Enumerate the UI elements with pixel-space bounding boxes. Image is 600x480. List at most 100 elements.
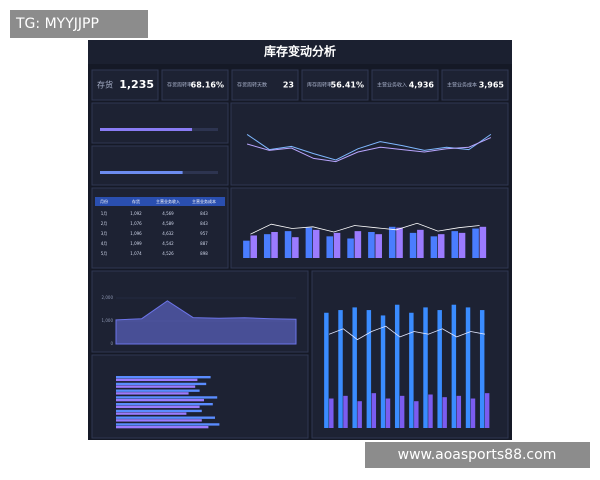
line — [246, 137, 492, 163]
bar — [116, 423, 220, 426]
bar — [458, 232, 466, 258]
bar — [116, 425, 209, 429]
table-header: 月份 — [100, 198, 108, 204]
bar — [116, 409, 202, 413]
kpi-card — [91, 69, 159, 101]
bar — [116, 385, 196, 388]
bar — [430, 236, 438, 258]
kpi-value: 3,965 — [479, 81, 505, 90]
kpi-card — [231, 69, 299, 101]
bar — [484, 393, 490, 428]
bar — [423, 307, 428, 428]
bar — [116, 419, 202, 422]
bar — [470, 398, 476, 428]
bar — [442, 397, 447, 428]
bar — [456, 395, 462, 428]
bar — [409, 232, 417, 258]
kpi-label: 存货周转天数 — [237, 82, 267, 89]
tag-box — [10, 10, 148, 38]
table-cell: 1,076 — [130, 221, 142, 226]
table-cell: 898 — [200, 251, 208, 256]
line — [246, 133, 492, 161]
table-header-bg — [95, 197, 225, 206]
bar — [116, 398, 204, 402]
bar — [116, 396, 218, 399]
table-cell: 3月 — [101, 231, 108, 236]
bar — [347, 238, 354, 258]
y-tick-label: 0 — [110, 341, 113, 346]
bar — [284, 231, 292, 258]
bar — [437, 310, 442, 428]
bar — [352, 307, 357, 428]
panel — [230, 102, 509, 186]
kpi-value: 1,235 — [119, 78, 154, 91]
bar — [343, 395, 348, 428]
bar — [479, 310, 485, 428]
kpi-value: 23 — [283, 81, 294, 90]
bar — [385, 398, 391, 428]
bar — [465, 307, 471, 428]
bar — [366, 310, 372, 428]
bar — [263, 234, 271, 258]
table-cell: 1,099 — [130, 241, 142, 246]
bar — [305, 227, 313, 258]
bar — [116, 416, 215, 419]
bar — [116, 376, 211, 379]
bar — [399, 395, 405, 428]
bar — [292, 237, 299, 258]
kpi-card — [371, 69, 439, 101]
kpi-card — [301, 69, 369, 101]
bar — [375, 234, 382, 258]
kpi-label: 存货 — [97, 80, 113, 90]
kpi-card — [441, 69, 509, 101]
bar — [116, 412, 187, 415]
bar — [409, 312, 414, 428]
bar — [271, 232, 278, 258]
bar — [250, 235, 257, 258]
bar — [451, 304, 457, 428]
bar — [414, 401, 419, 428]
bar — [116, 405, 200, 409]
bar — [368, 232, 375, 258]
table-cell: 1,096 — [130, 231, 142, 236]
bar — [312, 229, 320, 258]
table-cell: 5月 — [101, 251, 108, 256]
bar — [116, 382, 207, 386]
table-cell: 4,542 — [162, 241, 174, 246]
bar — [329, 398, 334, 428]
bar — [428, 394, 433, 428]
bar — [394, 304, 400, 428]
progress-bar — [100, 128, 193, 131]
bar — [472, 228, 479, 258]
watermark: www.aoasports88.com — [398, 447, 557, 463]
y-tick-label: 1,000 — [102, 318, 114, 323]
table-cell: 4月 — [101, 241, 108, 246]
bar — [388, 226, 396, 258]
kpi-value: 4,936 — [409, 81, 435, 90]
kpi-label: 存货周转率 — [167, 82, 192, 89]
table-cell: 2月 — [101, 221, 108, 226]
bar — [338, 310, 343, 428]
bar — [396, 227, 403, 258]
bar — [479, 226, 487, 258]
bar — [371, 393, 377, 428]
bar — [354, 231, 362, 258]
bar — [116, 389, 200, 392]
bar — [451, 231, 459, 258]
area — [115, 300, 297, 345]
title-bar — [88, 40, 512, 64]
table-cell: 843 — [200, 221, 208, 226]
table-cell: 1月 — [101, 211, 108, 216]
table-cell: 4,589 — [162, 221, 174, 226]
kpi-label: 主营业务成本 — [447, 82, 477, 89]
bar — [357, 401, 362, 428]
bar — [326, 236, 334, 258]
table-header: 主营业务收入 — [156, 198, 180, 204]
bar — [417, 229, 424, 258]
line — [250, 222, 480, 235]
kpi-label: 主营业务收入 — [377, 82, 407, 89]
bar — [116, 392, 189, 395]
kpi-value: 56.41% — [331, 81, 364, 90]
table-cell: 4,526 — [162, 251, 174, 256]
